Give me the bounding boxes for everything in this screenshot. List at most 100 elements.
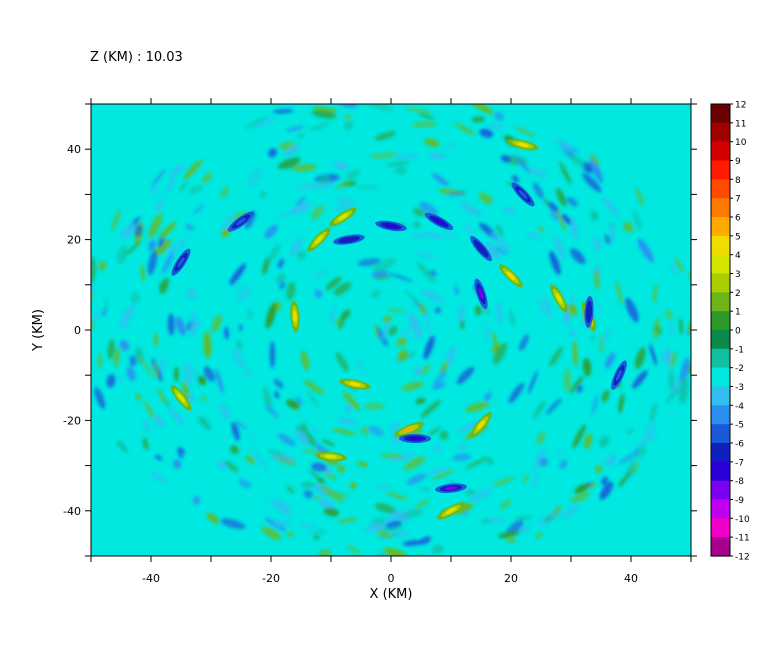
field-blob <box>432 369 447 390</box>
field-blob <box>343 121 354 131</box>
field-blob <box>177 236 186 253</box>
field-blob <box>532 400 546 420</box>
field-blob <box>356 361 367 374</box>
field-blob <box>456 366 475 385</box>
field-blob <box>173 366 179 382</box>
field-blob <box>126 366 136 382</box>
field-blob <box>268 148 277 158</box>
field-blob <box>329 304 337 325</box>
colorbar-segment <box>711 160 730 180</box>
field-blob <box>154 332 158 347</box>
ridge-core <box>236 217 246 226</box>
field-blob <box>193 321 201 328</box>
field-blob <box>471 116 485 123</box>
field-blob <box>166 171 176 195</box>
field-blob <box>189 312 197 338</box>
field-blob <box>592 296 603 315</box>
field-blob <box>570 292 575 306</box>
field-blob <box>344 404 352 413</box>
field-blob <box>382 319 390 341</box>
field-blob <box>413 208 426 217</box>
field-blob <box>142 418 151 432</box>
negative-ridge <box>333 234 365 245</box>
field-blob <box>159 221 177 240</box>
field-blob <box>368 425 384 436</box>
x-tick-label: 0 <box>388 572 395 585</box>
field-blob <box>382 316 392 323</box>
field-texture <box>91 104 691 556</box>
colorbar-segment <box>711 104 730 124</box>
field-blob <box>514 125 536 138</box>
field-blob <box>142 437 149 451</box>
field-blob <box>203 331 212 359</box>
field-blob <box>491 342 501 354</box>
field-blob <box>198 416 211 431</box>
field-blob <box>497 530 520 539</box>
field-blob <box>373 258 396 272</box>
field-blob <box>484 324 490 343</box>
field-blob <box>637 238 654 263</box>
field-blob <box>229 263 246 286</box>
field-blob <box>589 157 603 184</box>
field-blob <box>515 515 533 520</box>
field-blob <box>480 519 492 524</box>
field-blob <box>536 431 546 445</box>
field-blob <box>231 422 240 441</box>
negative-ridge <box>470 236 492 262</box>
field-blob <box>235 420 247 430</box>
field-blob <box>358 258 381 267</box>
field-blob <box>303 379 325 395</box>
field-blob <box>670 262 677 275</box>
field-blob <box>687 361 691 375</box>
field-blob <box>535 532 543 539</box>
field-blob <box>531 474 540 488</box>
field-blob <box>453 502 474 515</box>
field-blob <box>313 535 320 540</box>
field-blob <box>376 552 387 556</box>
field-blob <box>569 248 586 265</box>
y-axis-label: Y (KM) <box>31 309 46 352</box>
field-blob <box>618 451 639 465</box>
field-blob <box>285 126 305 132</box>
field-blob <box>679 317 683 335</box>
field-blob <box>286 531 294 537</box>
field-blob <box>206 512 220 524</box>
field-blob <box>148 213 163 239</box>
field-blob <box>295 430 309 446</box>
field-blob <box>414 367 423 376</box>
ridge-core <box>314 235 324 245</box>
colorbar-segment <box>711 217 730 237</box>
field-blob <box>183 159 203 180</box>
field-blob <box>561 213 572 225</box>
field-blob <box>236 341 243 350</box>
field-blob <box>548 202 559 212</box>
negative-ridge <box>435 483 467 493</box>
colorbar-label: 5 <box>735 232 741 242</box>
field-blob <box>479 128 494 138</box>
field-blob <box>538 299 546 316</box>
field-blob <box>643 421 657 439</box>
field-blob <box>405 107 431 114</box>
field-blob <box>129 355 137 367</box>
field-blob <box>553 235 566 261</box>
field-blob <box>245 115 268 130</box>
field-blob <box>615 280 624 306</box>
colorbar-label: -4 <box>735 402 744 412</box>
ridge-core <box>385 223 397 229</box>
field-blob <box>376 530 393 538</box>
field-blob <box>325 276 342 291</box>
field-blob <box>321 438 335 447</box>
field-blob <box>538 226 544 233</box>
field-blob <box>572 340 578 367</box>
field-blob <box>532 182 544 199</box>
field-blob <box>385 491 409 501</box>
field-blob <box>636 432 658 449</box>
field-blob <box>357 461 369 468</box>
ridge-core <box>325 454 337 459</box>
colorbar-label: -5 <box>735 421 744 431</box>
field-blob <box>322 471 337 480</box>
field-blob <box>138 355 155 379</box>
field-blob <box>532 232 542 242</box>
field-blob <box>224 326 229 340</box>
field-blob <box>267 500 292 511</box>
